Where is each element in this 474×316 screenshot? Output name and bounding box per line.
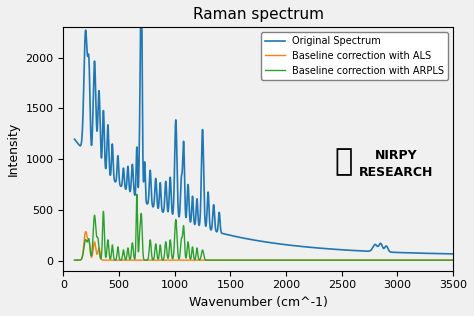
Original Spectrum: [330, 247, 336, 251]
Baseline correction with ALS: [331, 258, 337, 262]
Baseline correction with ALS: [268, 258, 274, 262]
X-axis label: Wavenumber (cm^-1): Wavenumber (cm^-1): [189, 296, 328, 309]
Baseline correction with ALS: [106, 258, 112, 262]
Baseline correction with ARPLS: [409, 258, 415, 262]
Baseline correction with ALS: [427, 258, 432, 262]
Text: 🐍: 🐍: [335, 147, 353, 176]
Baseline correction with ALS: [297, 258, 302, 262]
Baseline correction with ARPLS: [331, 258, 337, 262]
Baseline correction with ALS: [83, 230, 89, 234]
Line: Baseline correction with ALS: Baseline correction with ALS: [74, 232, 453, 260]
Original Spectrum: [137, 25, 143, 29]
Original Spectrum: [268, 241, 273, 245]
Baseline correction with ARPLS: [134, 192, 140, 196]
Original Spectrum: [385, 247, 391, 251]
Original Spectrum: [296, 244, 302, 248]
Original Spectrum: [72, 137, 77, 141]
Baseline correction with ARPLS: [210, 258, 216, 262]
Baseline correction with ARPLS: [268, 258, 274, 262]
Line: Baseline correction with ARPLS: Baseline correction with ARPLS: [74, 194, 453, 260]
Y-axis label: Intensity: Intensity: [7, 122, 20, 176]
Legend: Original Spectrum, Baseline correction with ALS, Baseline correction with ARPLS: Original Spectrum, Baseline correction w…: [261, 32, 448, 80]
Baseline correction with ARPLS: [427, 258, 432, 262]
Baseline correction with ARPLS: [385, 258, 391, 262]
Baseline correction with ARPLS: [450, 258, 456, 262]
Baseline correction with ALS: [409, 258, 415, 262]
Title: Raman spectrum: Raman spectrum: [193, 7, 324, 22]
Baseline correction with ALS: [450, 258, 456, 262]
Baseline correction with ALS: [72, 258, 77, 262]
Line: Original Spectrum: Original Spectrum: [74, 27, 453, 254]
Baseline correction with ARPLS: [297, 258, 302, 262]
Baseline correction with ALS: [385, 258, 391, 262]
Text: NIRPY
RESEARCH: NIRPY RESEARCH: [359, 149, 434, 179]
Baseline correction with ARPLS: [72, 258, 77, 262]
Original Spectrum: [409, 251, 415, 255]
Original Spectrum: [427, 252, 432, 255]
Original Spectrum: [450, 252, 456, 256]
